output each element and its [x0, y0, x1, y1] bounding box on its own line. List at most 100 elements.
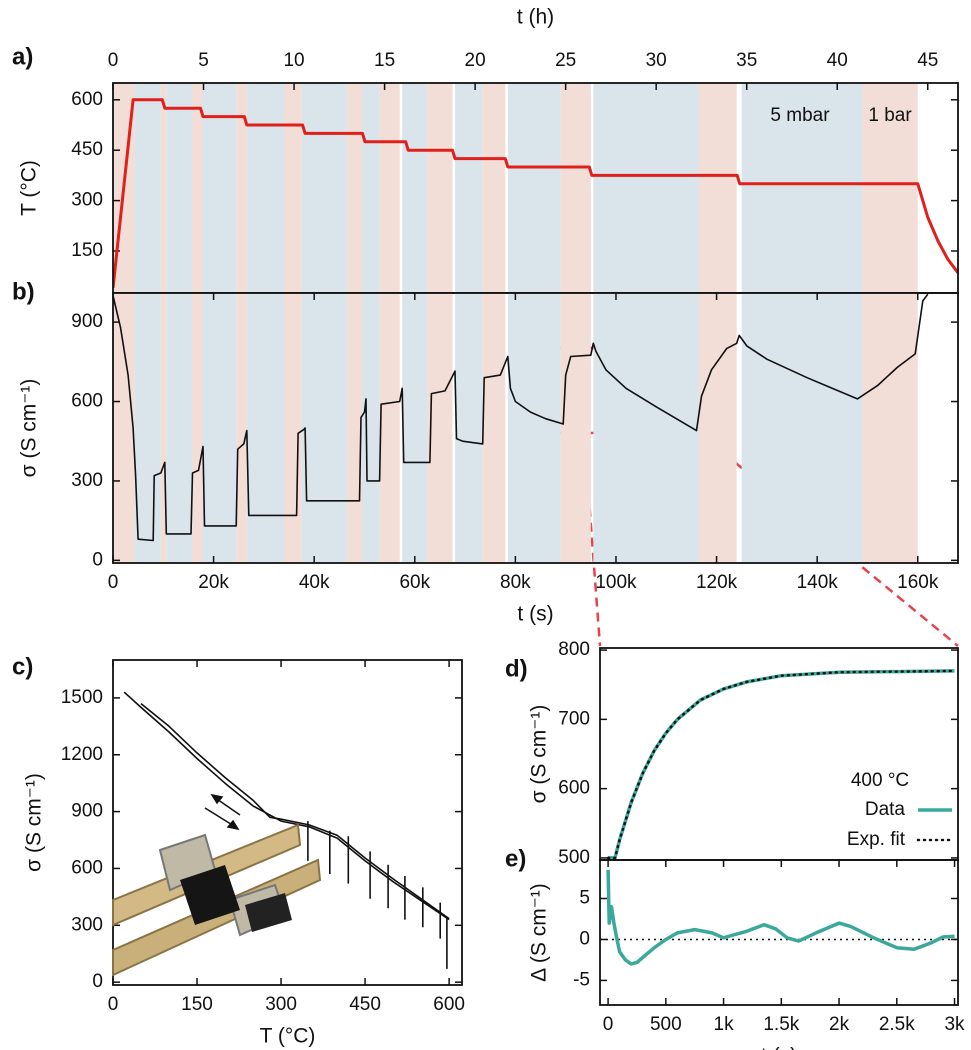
data-line [606, 669, 956, 860]
y-axis-label: σ (S cm⁻¹) [528, 705, 551, 804]
shaded-region [560, 293, 591, 563]
y-tick-label: 0 [92, 549, 103, 570]
x-axis-label: t (s) [517, 603, 553, 626]
shaded-region [166, 293, 192, 563]
panel-label: c) [12, 653, 33, 680]
x2-tick-label: 20 [465, 50, 486, 71]
shaded-region [191, 83, 203, 293]
plot-frame [599, 859, 959, 1006]
y-tick-label: 300 [71, 190, 103, 211]
shaded-region [166, 83, 192, 293]
x-tick-label: 1k [714, 1014, 735, 1035]
x2-tick-label: 25 [555, 50, 576, 71]
shaded-region [862, 293, 918, 563]
shaded-region [507, 293, 561, 563]
y-tick-label: 600 [71, 391, 103, 412]
shaded-region [246, 293, 285, 563]
inset-photo [112, 823, 322, 977]
shaded-region [160, 293, 167, 563]
y-axis-label: T (°C) [18, 160, 41, 216]
shaded-region [455, 83, 483, 293]
x-tick-label: 1.5k [763, 1014, 799, 1035]
shaded-region [134, 293, 161, 563]
x-tick-label: 80k [500, 572, 531, 593]
panel-label: b) [12, 278, 35, 305]
shaded-region [402, 83, 428, 293]
shaded-region [284, 293, 302, 563]
panel-label: a) [12, 43, 33, 70]
shaded-region [202, 83, 237, 293]
x2-axis-label: t (h) [517, 6, 554, 29]
shaded-region [379, 293, 400, 563]
data-line [113, 293, 929, 542]
y-tick-label: 700 [558, 708, 590, 729]
shaded-region [236, 83, 247, 293]
annotation: 5 mbar [770, 105, 830, 126]
x-tick-label: 20k [198, 572, 229, 593]
y-tick-label: 900 [71, 311, 103, 332]
x-axis-label: t (s) [761, 1045, 797, 1050]
shaded-region [862, 83, 918, 293]
x2-tick-label: 40 [827, 50, 848, 71]
data-line [307, 821, 448, 969]
legend-label: Data [865, 799, 906, 820]
x-tick-label: 40k [299, 572, 330, 593]
x-tick-label: 2k [829, 1014, 850, 1035]
x2-tick-label: 35 [736, 50, 757, 71]
x-tick-label: 600 [433, 994, 465, 1015]
data-line [606, 869, 955, 966]
x-tick-label: 2.5k [879, 1014, 915, 1035]
y-tick-label: 600 [558, 778, 590, 799]
x-tick-label: 160k [897, 572, 939, 593]
x-tick-label: 150 [181, 994, 213, 1015]
x-tick-label: 500 [650, 1014, 682, 1035]
panel: -5 0 5 0 500 1k 1.5k 2k 2.5k 3k Δ (S cm⁻¹) t (s) e) [505, 845, 965, 1050]
plot-frame [112, 292, 959, 564]
y-tick-label: -5 [573, 969, 590, 990]
shaded-region [160, 83, 167, 293]
shaded-region [113, 293, 135, 563]
shaded-region [402, 293, 428, 563]
panel: 0 300 600 900 1200 1500 0 150 300 450 600 σ (S cm⁻¹… [12, 653, 465, 1047]
x-tick-label: 120k [696, 572, 738, 593]
y-tick-label: 500 [558, 847, 590, 868]
x2-tick-label: 5 [198, 50, 209, 71]
y-axis-label: σ (S cm⁻¹) [18, 379, 41, 478]
shaded-region [246, 83, 285, 293]
shaded-region [301, 83, 347, 293]
shaded-region [361, 293, 380, 563]
x-tick-label: 3k [944, 1014, 965, 1035]
data-line [113, 98, 958, 289]
shaded-region [455, 293, 483, 563]
x-tick-label: 0 [108, 994, 119, 1015]
annotation: 1 bar [868, 105, 912, 126]
direction-arrows [204, 793, 241, 831]
y-tick-label: 0 [92, 971, 103, 992]
y-axis-label: Δ (S cm⁻¹) [528, 883, 551, 982]
x-tick-label: 100k [595, 572, 637, 593]
data-line [123, 691, 450, 921]
shaded-region [427, 83, 453, 293]
x-tick-label: 450 [349, 994, 381, 1015]
y-tick-label: 1200 [61, 744, 103, 765]
shaded-region [346, 83, 362, 293]
shaded-region [482, 83, 506, 293]
panel: 0 300 600 900 0 20k 40k 60k 80k 100k 120k 140k 160k σ… [12, 278, 959, 626]
plot-frame [112, 659, 463, 986]
legend-title: 400 °C [851, 770, 909, 791]
y-tick-label: 900 [71, 801, 103, 822]
shaded-region [593, 293, 699, 563]
x-tick-label: 140k [797, 572, 839, 593]
shaded-region [361, 83, 380, 293]
data-line [140, 702, 450, 920]
panel-label: d) [505, 655, 528, 682]
panel: 500 600 700 800 σ (S cm⁻¹)d) 400 °C Data Exp. f… [505, 639, 959, 868]
x2-tick-label: 10 [283, 50, 304, 71]
y-tick-label: 300 [71, 470, 103, 491]
panel-label: e) [505, 845, 526, 872]
shaded-region [346, 293, 362, 563]
shaded-region [134, 83, 161, 293]
y-tick-label: 0 [579, 928, 590, 949]
shaded-region [593, 83, 699, 293]
